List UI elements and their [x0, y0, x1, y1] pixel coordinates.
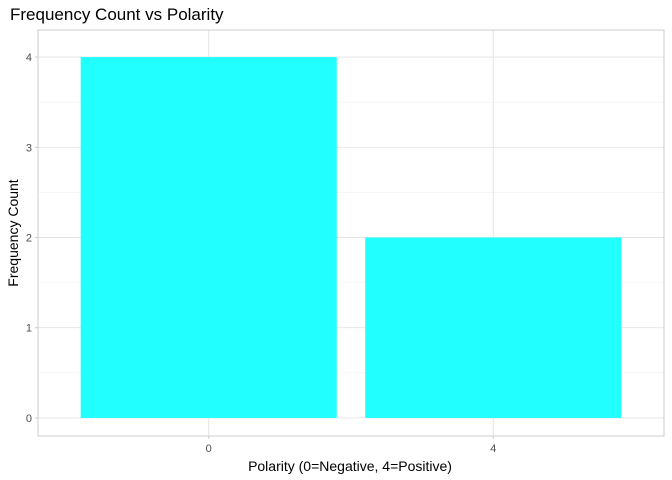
y-tick-label: 3 [26, 142, 32, 154]
y-tick-label: 1 [26, 323, 32, 335]
bars [80, 57, 622, 418]
x-tick-label: 0 [206, 443, 212, 455]
bar-0 [80, 57, 337, 418]
plot-panel [37, 29, 665, 437]
y-axis-ticks: 0 1 2 3 4 [26, 52, 38, 425]
y-tick-label: 4 [26, 52, 32, 64]
bar-4 [365, 237, 622, 418]
x-tick-label: 4 [490, 443, 496, 455]
y-axis-label: Frequency Count [5, 179, 21, 287]
y-tick-label: 0 [26, 413, 32, 425]
x-axis-label: Polarity (0=Negative, 4=Positive) [248, 458, 452, 474]
y-tick-label: 2 [26, 233, 32, 245]
chart-title: Frequency Count vs Polarity [10, 5, 224, 24]
